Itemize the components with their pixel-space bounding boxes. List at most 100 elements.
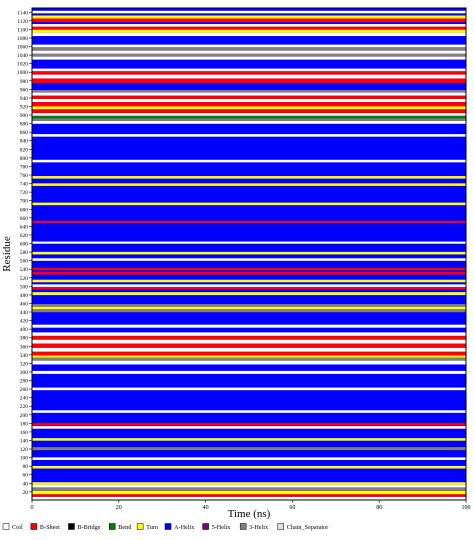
residue-band <box>32 95 466 99</box>
y-tick-label: 440 <box>20 310 29 316</box>
residue-band <box>32 304 466 307</box>
y-tick-label: 40 <box>23 481 29 487</box>
legend-swatch <box>30 523 38 530</box>
residue-band <box>32 202 466 206</box>
y-tick-label: 540 <box>20 267 29 273</box>
residue-band <box>32 271 466 275</box>
y-tick-label: 680 <box>20 207 29 213</box>
y-tick-label: 340 <box>20 353 29 359</box>
y-tick-label: 820 <box>20 147 29 153</box>
legend-label: Bend <box>118 524 132 531</box>
residue-band <box>32 267 466 271</box>
y-tick-label: 900 <box>20 113 29 119</box>
y-tick-label: 380 <box>20 336 29 342</box>
residue-band <box>32 284 466 287</box>
residue-band <box>32 355 466 358</box>
residue-band <box>32 50 466 54</box>
plot-area <box>32 8 466 501</box>
residue-band <box>32 120 466 124</box>
residue-band <box>32 113 466 116</box>
residue-band <box>32 68 466 72</box>
y-tick-label: 500 <box>20 284 29 290</box>
y-tick-label: 860 <box>20 130 29 136</box>
legend-label: B-Bridge <box>77 524 100 531</box>
y-tick-label: 980 <box>20 79 29 85</box>
residue-band <box>32 343 466 348</box>
y-tick-label: 80 <box>23 464 29 470</box>
y-tick-label: 220 <box>20 404 29 410</box>
y-tick-label: 1060 <box>17 45 28 51</box>
residue-band <box>32 44 466 48</box>
residue-band <box>32 292 466 296</box>
residue-band <box>32 29 466 33</box>
legend-swatch <box>2 523 10 530</box>
x-tick-label: 0 <box>31 505 34 511</box>
y-tick-label: 1140 <box>17 10 28 16</box>
residue-band <box>32 92 466 96</box>
legend-swatch <box>109 523 116 530</box>
residue-band <box>32 482 466 485</box>
y-tick-label: 760 <box>20 173 29 179</box>
y-tick-label: 880 <box>20 122 29 128</box>
residue-band <box>32 78 466 84</box>
residue-band <box>32 487 466 491</box>
residue-band <box>32 10 466 14</box>
y-tick-label: 260 <box>20 387 29 393</box>
legend-swatch <box>136 523 144 530</box>
residue-band <box>32 447 466 451</box>
legend-label: Chain_Separator <box>287 524 329 531</box>
y-tick-label: 560 <box>20 259 29 265</box>
legend-swatch <box>68 523 75 530</box>
residue-band <box>32 426 466 429</box>
y-tick-label: 940 <box>20 96 29 102</box>
y-tick-label: 420 <box>20 319 29 325</box>
y-axis-ticks: 20 40 60 80 100 120 140 160 180 200 220 240 260 280 30… <box>17 10 32 496</box>
residue-band <box>32 71 466 75</box>
residue-band <box>32 351 466 356</box>
y-tick-label: 960 <box>20 87 29 93</box>
residue-band <box>32 357 466 361</box>
residue-band <box>32 387 466 391</box>
y-tick-label: 280 <box>20 379 29 385</box>
residue-band <box>32 98 466 102</box>
x-tick-label: 80 <box>376 505 382 511</box>
y-tick-label: 1100 <box>17 27 28 33</box>
residue-band <box>32 438 466 441</box>
residue-band <box>32 360 466 365</box>
residue-band <box>32 324 466 328</box>
y-tick-label: 460 <box>20 301 29 307</box>
residue-band <box>32 251 466 255</box>
y-tick-label: 780 <box>20 164 29 170</box>
residue-band <box>32 370 466 374</box>
y-tick-label: 300 <box>20 370 29 376</box>
y-tick-label: 640 <box>20 224 29 230</box>
residue-band <box>32 26 466 30</box>
x-tick-label: 20 <box>116 505 122 511</box>
residue-band <box>32 47 466 51</box>
residue-band <box>32 18 466 22</box>
residue-band <box>32 134 466 137</box>
y-tick-label: 1020 <box>17 62 28 68</box>
residue-band <box>32 74 466 79</box>
legend: Coil B-Sheet B-Bridge Bend Turn A-Helix 5-Heli… <box>2 523 329 531</box>
legend-swatch <box>202 523 209 530</box>
residue-band <box>32 176 466 179</box>
x-tick-label: 40 <box>203 505 209 511</box>
y-tick-label: 520 <box>20 276 29 282</box>
y-tick-label: 160 <box>20 430 29 436</box>
residue-band <box>32 118 466 121</box>
y-tick-label: 60 <box>23 473 29 479</box>
residue-band <box>32 339 466 344</box>
y-tick-label: 20 <box>23 490 29 496</box>
legend-label: Turn <box>146 524 158 531</box>
residue-band <box>32 183 466 186</box>
y-tick-label: 480 <box>20 293 29 299</box>
legend-swatch <box>164 523 172 530</box>
legend-label: 3-Helix <box>249 524 269 531</box>
residue-band <box>32 221 466 224</box>
residue-band <box>32 24 466 27</box>
residue-band <box>32 90 466 93</box>
y-tick-label: 180 <box>20 421 29 427</box>
y-tick-label: 620 <box>20 233 29 239</box>
